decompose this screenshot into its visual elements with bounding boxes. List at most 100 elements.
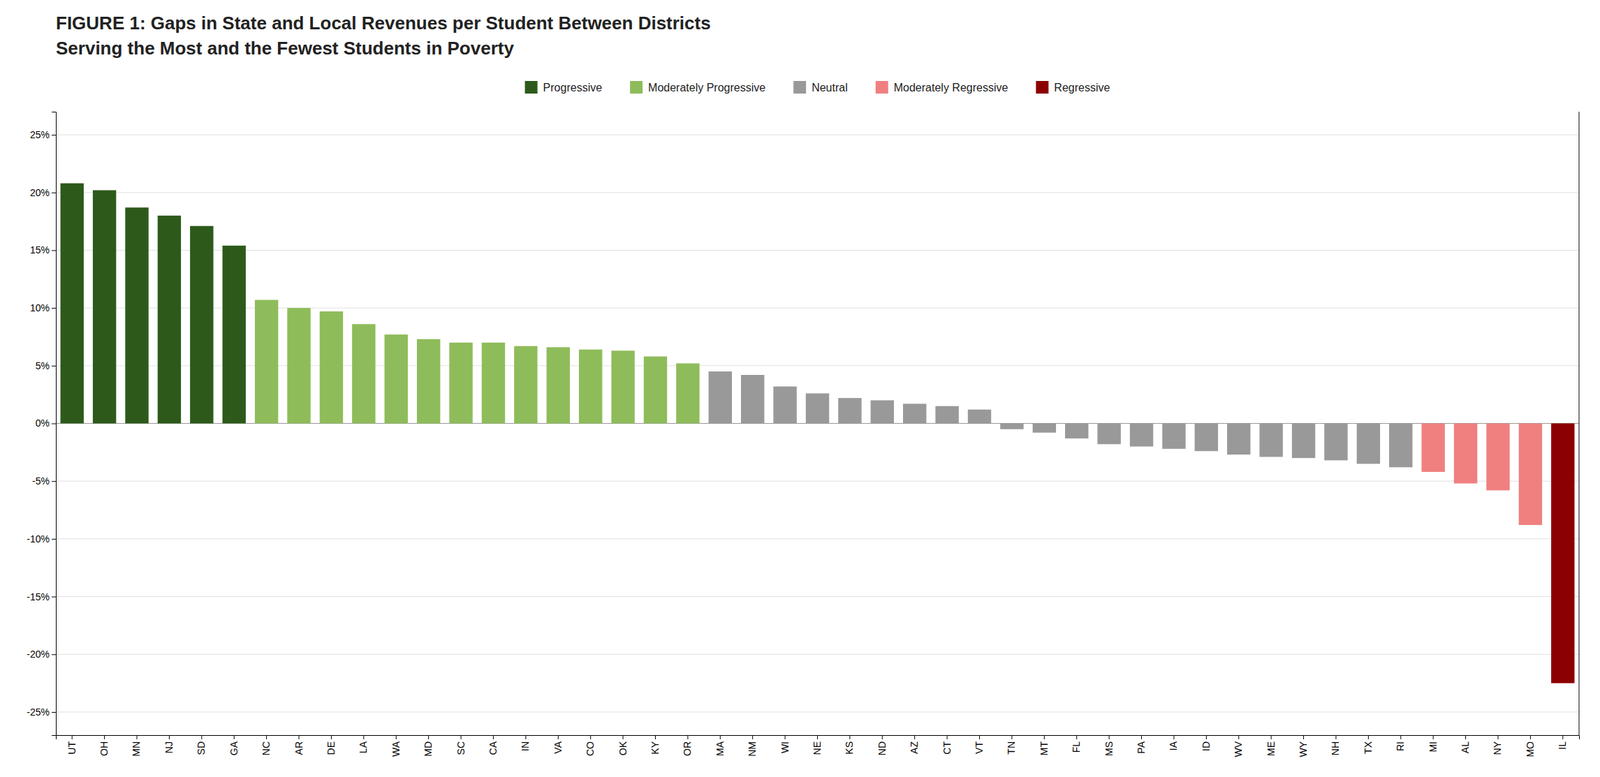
x-tick-mark — [104, 735, 105, 740]
legend-label: Progressive — [543, 81, 603, 94]
bar — [481, 342, 505, 424]
legend-label: Regressive — [1053, 81, 1110, 94]
x-tick: NH — [1329, 735, 1341, 756]
bar — [1356, 423, 1381, 465]
bar — [935, 406, 959, 424]
x-tick-mark — [363, 735, 364, 740]
y-tick: -10% — [26, 533, 56, 545]
bar — [287, 307, 311, 424]
legend-swatch — [875, 81, 889, 94]
x-tick-label: IN — [519, 741, 531, 752]
x-tick: WV — [1232, 735, 1244, 758]
grid — [55, 134, 1580, 713]
bar — [222, 245, 246, 424]
y-tick-label: 0% — [35, 417, 50, 429]
x-tick-label: MS — [1103, 741, 1115, 757]
x-tick-mark — [1303, 735, 1304, 740]
x-tick-mark — [1368, 735, 1369, 740]
y-tick-mark — [51, 250, 56, 251]
y-tick-mark — [51, 654, 56, 656]
x-tick-label: SC — [455, 741, 467, 755]
x-tick: MO — [1524, 735, 1536, 758]
x-tick-label: VT — [973, 741, 985, 755]
bar — [578, 349, 603, 424]
x-tick-label: NY — [1491, 740, 1503, 755]
x-tick-mark — [1335, 735, 1337, 740]
x-tick-mark — [1562, 735, 1563, 740]
x-tick-mark — [590, 735, 591, 740]
x-tick-mark — [558, 735, 559, 740]
x-tick: VT — [973, 735, 985, 755]
y-tick: 15% — [30, 244, 56, 256]
x-tick: WA — [390, 735, 402, 758]
x-tick-label: NJ — [163, 741, 175, 754]
grid-line — [55, 711, 1580, 713]
x-tick-label: MI — [1427, 741, 1439, 753]
x-tick-mark — [428, 735, 429, 740]
x-tick-mark — [817, 735, 818, 740]
x-tick: NY — [1491, 735, 1503, 755]
x-tick: SD — [195, 735, 207, 755]
x-tick: SC — [455, 735, 467, 755]
y-tick: -15% — [26, 591, 56, 603]
x-tick-label: NM — [746, 741, 758, 758]
bar — [157, 215, 181, 424]
x-tick-mark — [525, 735, 526, 740]
x-tick-mark — [395, 735, 397, 740]
x-tick: NE — [811, 735, 823, 755]
x-tick-mark — [655, 735, 656, 740]
x-tick-label: NH — [1329, 741, 1341, 756]
x-tick-mark — [201, 735, 202, 740]
x-tick: PA — [1135, 735, 1147, 755]
y-tick-mark — [51, 192, 56, 194]
x-tick-mark — [1465, 735, 1466, 740]
bar — [1032, 423, 1056, 433]
x-tick-label: RI — [1394, 741, 1406, 752]
bar — [384, 334, 408, 424]
grid-line — [55, 307, 1580, 309]
x-tick: WI — [779, 735, 791, 754]
x-tick: MA — [714, 735, 726, 757]
bar — [903, 403, 927, 424]
x-tick-label: MN — [130, 741, 142, 758]
x-tick-label: CO — [584, 741, 596, 757]
x-tick: ND — [876, 735, 888, 756]
bar — [740, 375, 765, 424]
x-tick-mark — [1400, 735, 1401, 740]
x-tick-mark — [493, 735, 494, 740]
x-tick: NC — [260, 735, 272, 756]
grid-line — [55, 654, 1580, 656]
y-tick-label: -15% — [26, 591, 50, 603]
x-tick-mark — [460, 735, 462, 740]
bar — [1000, 423, 1024, 430]
bar — [1162, 423, 1186, 450]
x-tick-label: MD — [422, 741, 434, 758]
x-tick-label: OK — [617, 740, 629, 756]
x-tick-label: TN — [1005, 741, 1017, 755]
bar — [319, 311, 343, 424]
x-tick-label: CA — [487, 740, 499, 755]
y-tick-mark — [51, 597, 56, 598]
x-axis-line — [56, 736, 1580, 741]
grid-line — [55, 250, 1580, 251]
x-tick: OK — [617, 735, 629, 756]
y-tick-mark — [51, 365, 56, 367]
bar — [351, 324, 376, 424]
y-axis: -25%-20%-15%-10%-5%0%5%10%15%20%25% — [26, 112, 56, 737]
x-tick: GA — [228, 735, 240, 756]
bar — [416, 339, 440, 424]
x-tick-mark — [1141, 735, 1142, 740]
bar — [1486, 423, 1510, 491]
x-tick: ID — [1200, 735, 1212, 752]
y-tick: 10% — [30, 302, 56, 314]
bar — [1551, 423, 1575, 684]
x-tick-label: WA — [390, 740, 402, 758]
x-tick-mark — [1433, 735, 1434, 740]
x-tick-mark — [687, 735, 688, 740]
x-tick-mark — [849, 735, 850, 740]
x-tick-mark — [947, 735, 948, 740]
x-tick: TX — [1362, 735, 1374, 755]
y-tick: 5% — [35, 360, 56, 372]
x-tick-mark — [169, 735, 170, 740]
y-axis-line — [51, 112, 57, 737]
